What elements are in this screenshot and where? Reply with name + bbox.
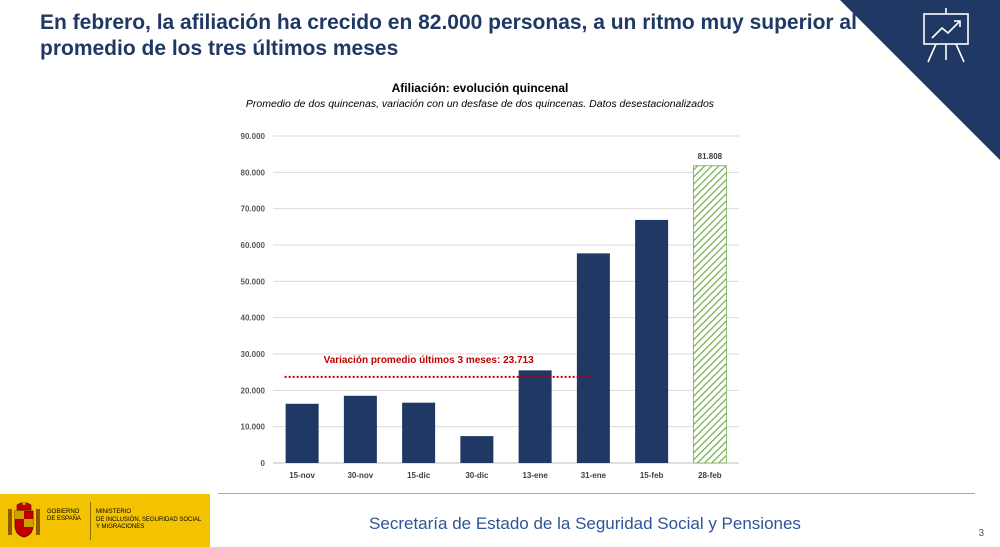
y-tick-label: 50.000 — [241, 277, 266, 286]
y-tick-label: 10.000 — [241, 423, 266, 432]
page-number: 3 — [978, 528, 984, 539]
y-tick-label: 30.000 — [241, 350, 266, 359]
x-tick-label: 28-feb — [698, 471, 722, 480]
y-tick-label: 80.000 — [241, 168, 266, 177]
x-tick-label: 15-nov — [289, 471, 315, 480]
x-tick-label: 30-dic — [465, 471, 489, 480]
bar — [285, 403, 319, 463]
chart-subtitle: Promedio de dos quincenas, variación con… — [245, 98, 715, 110]
x-tick-label: 31-ene — [581, 471, 607, 480]
bar — [692, 165, 727, 464]
logo-ministry-text: MINISTERIO DE INCLUSIÓN, SEGURIDAD SOCIA… — [96, 509, 202, 530]
y-tick-label: 0 — [261, 459, 266, 468]
bar — [635, 219, 669, 463]
x-tick-label: 13-ene — [522, 471, 548, 480]
corner-decoration — [840, 0, 1000, 160]
coat-of-arms-icon — [8, 501, 40, 538]
y-tick-label: 90.000 — [241, 132, 266, 141]
y-tick-label: 60.000 — [241, 241, 266, 250]
logo-government-text: GOBIERNO DE ESPAÑA — [47, 509, 81, 522]
bar — [576, 253, 610, 463]
bar — [518, 370, 552, 463]
footer-title: Secretaría de Estado de la Seguridad Soc… — [369, 514, 801, 533]
x-tick-label: 15-dic — [407, 471, 431, 480]
x-tick-label: 15-feb — [640, 471, 664, 480]
bar — [460, 436, 494, 463]
x-tick-label: 30-nov — [347, 471, 373, 480]
presentation-chart-icon — [923, 8, 969, 63]
bar — [343, 395, 377, 463]
y-tick-label: 40.000 — [241, 314, 266, 323]
data-label: 81.808 — [698, 152, 723, 161]
corner-triangle — [840, 0, 1000, 160]
y-tick-label: 70.000 — [241, 205, 266, 214]
bar — [402, 402, 436, 463]
logo-separator — [90, 502, 91, 540]
government-logo: GOBIERNO DE ESPAÑA MINISTERIO DE INCLUSI… — [0, 494, 210, 547]
slide-headline: En febrero, la afiliación ha crecido en … — [40, 11, 857, 60]
footer-divider — [218, 493, 975, 494]
reference-line-label: Variación promedio últimos 3 meses: 23.7… — [324, 355, 535, 366]
chart-title: Afiliación: evolución quincenal — [391, 81, 569, 95]
y-tick-label: 20.000 — [241, 386, 266, 395]
